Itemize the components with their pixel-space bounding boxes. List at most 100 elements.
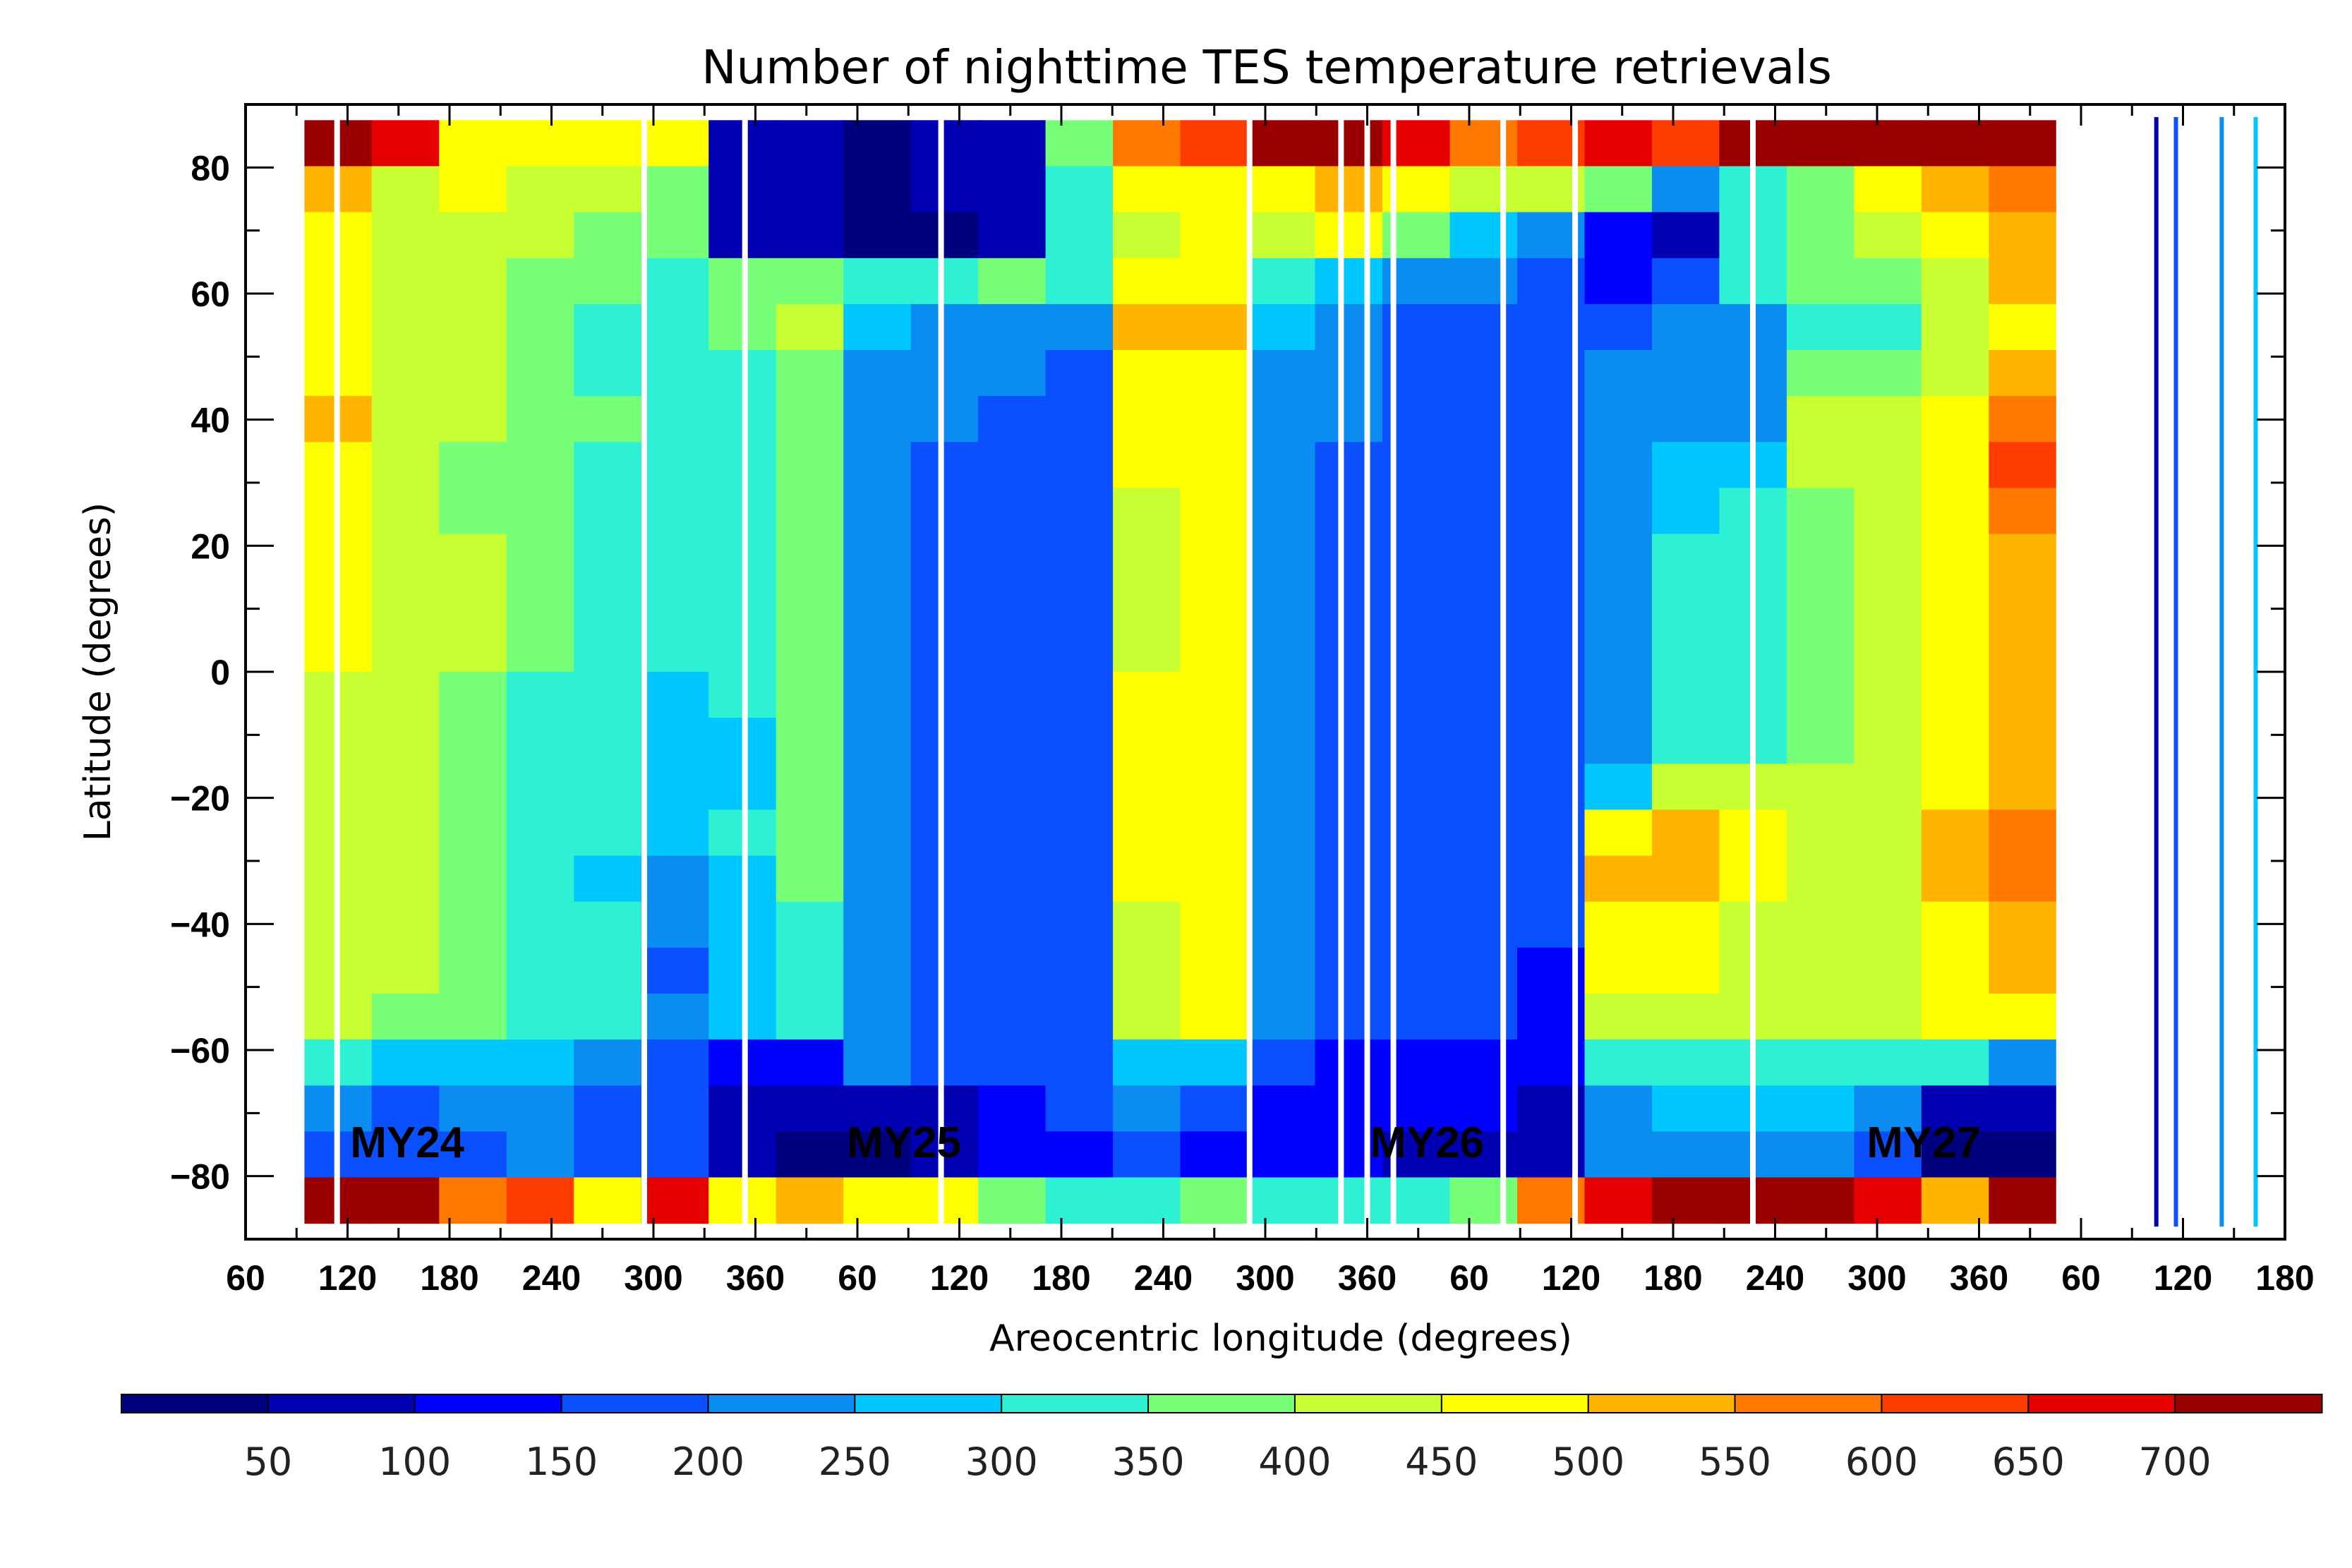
heatmap-cell xyxy=(506,718,574,764)
heatmap-cell xyxy=(1180,718,1248,764)
heatmap-cell xyxy=(978,120,1047,167)
heatmap-cell xyxy=(1651,212,1720,259)
heatmap-cell xyxy=(910,1039,979,1086)
heatmap-cell xyxy=(1651,901,1720,948)
heatmap-cell xyxy=(1989,396,2057,442)
heatmap-cell xyxy=(371,901,440,948)
heatmap-cell xyxy=(910,718,979,764)
heatmap-cell xyxy=(1989,672,2057,718)
heatmap-cell xyxy=(1315,994,1383,1040)
heatmap-cell xyxy=(1449,764,1518,810)
heatmap-cell xyxy=(910,212,979,259)
heatmap-cell xyxy=(843,672,912,718)
heatmap-cell xyxy=(641,764,709,810)
gap-strip xyxy=(1390,104,1397,1239)
heatmap-cell xyxy=(1584,901,1653,948)
heatmap-cell xyxy=(439,625,507,673)
heatmap-cell xyxy=(1854,258,1922,305)
heatmap-cell xyxy=(910,166,979,213)
heatmap-cell xyxy=(1180,212,1248,259)
heatmap-cell xyxy=(1584,258,1653,305)
heatmap-cell xyxy=(1315,258,1383,305)
heatmap-cell xyxy=(1989,350,2057,397)
heatmap-cell xyxy=(1651,120,1720,167)
heatmap-cell xyxy=(1315,442,1383,488)
colorbar-label: 650 xyxy=(1992,1440,2065,1484)
colorbar-label: 250 xyxy=(819,1440,891,1484)
heatmap-cell xyxy=(1315,672,1383,718)
heatmap-cell xyxy=(371,488,440,535)
heatmap-cell xyxy=(1651,1085,1720,1132)
heatmap-cell xyxy=(978,258,1047,305)
heatmap-cell xyxy=(1921,809,1989,857)
heatmap-cell xyxy=(1854,947,1922,994)
heatmap-cell xyxy=(776,901,844,948)
heatmap-cell xyxy=(1180,1131,1248,1178)
heatmap-cell xyxy=(1786,350,1855,397)
heatmap-cell xyxy=(1921,901,1989,948)
heatmap-cell xyxy=(978,1039,1047,1086)
heatmap-cell xyxy=(843,488,912,535)
colorbar-segment xyxy=(414,1394,563,1413)
heatmap-cell xyxy=(978,579,1047,627)
heatmap-cell xyxy=(1180,488,1248,535)
heatmap-cell xyxy=(641,258,709,305)
heatmap-cell xyxy=(1449,855,1518,903)
heatmap-cell xyxy=(1045,488,1114,535)
heatmap-cell xyxy=(1854,672,1922,718)
year-label: MY25 xyxy=(847,1118,961,1167)
sparse-data-strip xyxy=(2253,116,2258,1227)
heatmap-cell xyxy=(978,396,1047,442)
colorbar xyxy=(121,1394,2323,1413)
x-tick-label: 300 xyxy=(1847,1258,1906,1298)
x-tick-label: 180 xyxy=(1032,1258,1090,1298)
heatmap-cell xyxy=(1989,625,2057,673)
x-tick-label: 60 xyxy=(226,1258,265,1298)
heatmap-cell xyxy=(1921,672,1989,718)
heatmap-cell xyxy=(1248,855,1316,903)
heatmap-cell xyxy=(1584,120,1653,167)
x-tick-label: 360 xyxy=(1338,1258,1397,1298)
heatmap-cell xyxy=(1180,396,1248,442)
heatmap-cell xyxy=(843,166,912,213)
heatmap-cell xyxy=(1786,579,1855,627)
heatmap-cell xyxy=(1584,350,1653,397)
data-gaps xyxy=(334,104,2284,1239)
heatmap-cell xyxy=(1180,947,1248,994)
heatmap-cell xyxy=(1786,994,1855,1040)
heatmap-cell xyxy=(506,764,574,810)
heatmap-cell xyxy=(1113,533,1181,581)
heatmap-cell xyxy=(1651,1131,1720,1178)
heatmap-cell xyxy=(1651,396,1720,442)
heatmap-cell xyxy=(641,994,709,1040)
colorbar-segment xyxy=(2174,1394,2323,1413)
heatmap-cell xyxy=(439,764,507,810)
heatmap-cell xyxy=(506,994,574,1040)
heatmap-cell xyxy=(776,809,844,857)
heatmap-cell xyxy=(1989,1177,2057,1224)
heatmap-cell xyxy=(1921,166,1989,213)
heatmap-cell xyxy=(641,718,709,764)
heatmap-cell xyxy=(1113,303,1181,351)
year-label: MY26 xyxy=(1370,1118,1484,1167)
heatmap-cell xyxy=(1854,579,1922,627)
colorbar-label: 450 xyxy=(1405,1440,1478,1484)
heatmap-cell xyxy=(439,1085,507,1132)
heatmap-cell xyxy=(1786,1131,1855,1178)
heatmap-cell xyxy=(439,809,507,857)
heatmap-cell xyxy=(978,809,1047,857)
heatmap-cell xyxy=(1315,625,1383,673)
y-axis-ticks: 80 60 40 20 0 −20 −40 −60 −80 xyxy=(170,103,2285,1241)
heatmap-cell xyxy=(776,1039,844,1086)
heatmap-cell xyxy=(1315,809,1383,857)
heatmap-cell xyxy=(641,947,709,994)
heatmap-cell xyxy=(574,947,642,994)
sparse-data-strip xyxy=(2154,116,2159,1227)
heatmap-cell xyxy=(1989,166,2057,213)
heatmap-cell xyxy=(1180,166,1248,213)
heatmap-cell xyxy=(1315,1177,1383,1224)
heatmap-cell xyxy=(439,396,507,442)
heatmap-cell xyxy=(1921,625,1989,673)
heatmap-cell xyxy=(1449,442,1518,488)
heatmap-cell xyxy=(574,901,642,948)
